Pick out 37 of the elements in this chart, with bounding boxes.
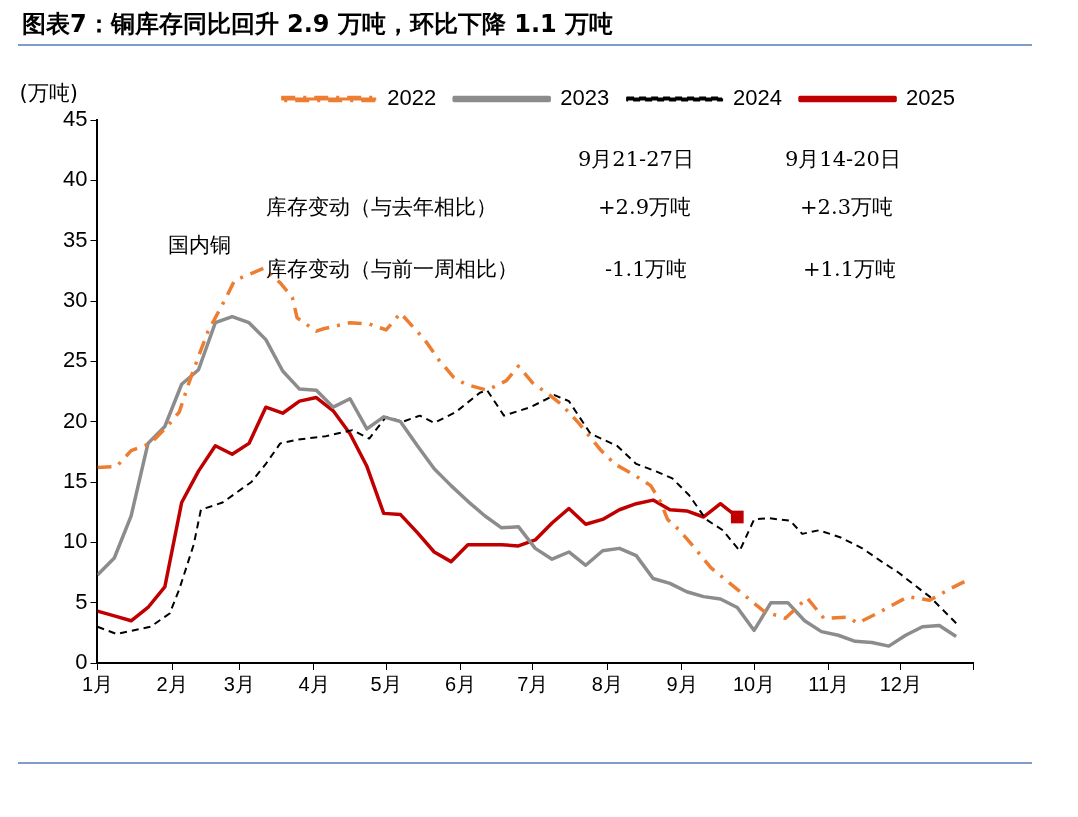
y-tick-label: 35	[62, 226, 88, 252]
x-tick-label: 9月	[666, 672, 698, 695]
y-axis-title: (万吨)	[19, 81, 78, 106]
y-tick-label: 45	[62, 106, 88, 132]
x-tick-label: 11月	[808, 672, 850, 695]
annotation: +1.1万吨	[803, 256, 896, 283]
y-tick-label: 40	[62, 166, 88, 192]
annotation: 9月21-27日	[578, 146, 694, 173]
annotation: -1.1万吨	[605, 256, 688, 283]
x-tick-label: 5月	[370, 672, 402, 695]
annotation: 库存变动（与前一周相比）	[266, 256, 519, 283]
x-tick-label: 6月	[445, 672, 477, 695]
x-tick-label: 2月	[156, 672, 188, 695]
x-tick-label: 4月	[298, 672, 330, 695]
y-tick-label: 25	[62, 347, 88, 373]
y-tick-label: 5	[75, 588, 88, 614]
annotation: +2.3万吨	[800, 194, 893, 221]
x-tick-label: 1月	[81, 672, 114, 695]
y-tick-label: 15	[62, 468, 88, 494]
x-tick-label: 12月	[879, 672, 922, 695]
chart-title: 图表7：铜库存同比回升 2.9 万吨，环比下降 1.1 万吨	[22, 9, 614, 40]
x-tick-label: 10月	[732, 672, 776, 695]
y-tick-label: 10	[62, 528, 88, 554]
legend-label: 2025	[906, 85, 956, 111]
legend-label: 2022	[387, 85, 437, 111]
y-tick-label: 20	[62, 407, 88, 433]
annotation: 9月14-20日	[785, 146, 901, 173]
annotation: 库存变动（与去年相比）	[266, 194, 497, 221]
x-tick-label: 7月	[517, 672, 549, 695]
x-tick-label: 3月	[223, 672, 255, 695]
annotation: +2.9万吨	[598, 194, 691, 221]
annotation: 国内铜	[168, 232, 231, 259]
legend-label: 2023	[560, 85, 610, 111]
legend-label: 2024	[733, 85, 783, 111]
y-tick-label: 30	[62, 287, 88, 313]
x-tick-label: 8月	[591, 672, 623, 695]
y-tick-label: 0	[75, 649, 88, 675]
